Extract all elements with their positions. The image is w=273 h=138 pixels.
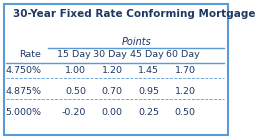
Text: 30 Day: 30 Day	[93, 50, 127, 59]
Text: 0.25: 0.25	[138, 108, 159, 116]
Text: 1.20: 1.20	[102, 66, 123, 75]
Text: 15 Day: 15 Day	[57, 50, 90, 59]
Text: 1.20: 1.20	[175, 87, 196, 96]
Text: Rate: Rate	[20, 50, 41, 59]
Text: 60 Day: 60 Day	[166, 50, 200, 59]
Text: 1.70: 1.70	[175, 66, 196, 75]
Text: 0.50: 0.50	[65, 87, 86, 96]
Text: 1.00: 1.00	[65, 66, 86, 75]
Text: 4.875%: 4.875%	[5, 87, 41, 96]
Text: Points: Points	[121, 37, 151, 47]
Text: -0.20: -0.20	[62, 108, 86, 116]
Text: 0.50: 0.50	[175, 108, 196, 116]
FancyBboxPatch shape	[4, 4, 228, 135]
Text: 5.000%: 5.000%	[5, 108, 41, 116]
Text: 0.00: 0.00	[102, 108, 123, 116]
Text: 45 Day: 45 Day	[130, 50, 164, 59]
Text: 1.45: 1.45	[138, 66, 159, 75]
Text: 4.750%: 4.750%	[5, 66, 41, 75]
Text: 0.95: 0.95	[138, 87, 159, 96]
Text: 30-Year Fixed Rate Conforming Mortgage: 30-Year Fixed Rate Conforming Mortgage	[13, 9, 255, 19]
Text: 0.70: 0.70	[102, 87, 123, 96]
